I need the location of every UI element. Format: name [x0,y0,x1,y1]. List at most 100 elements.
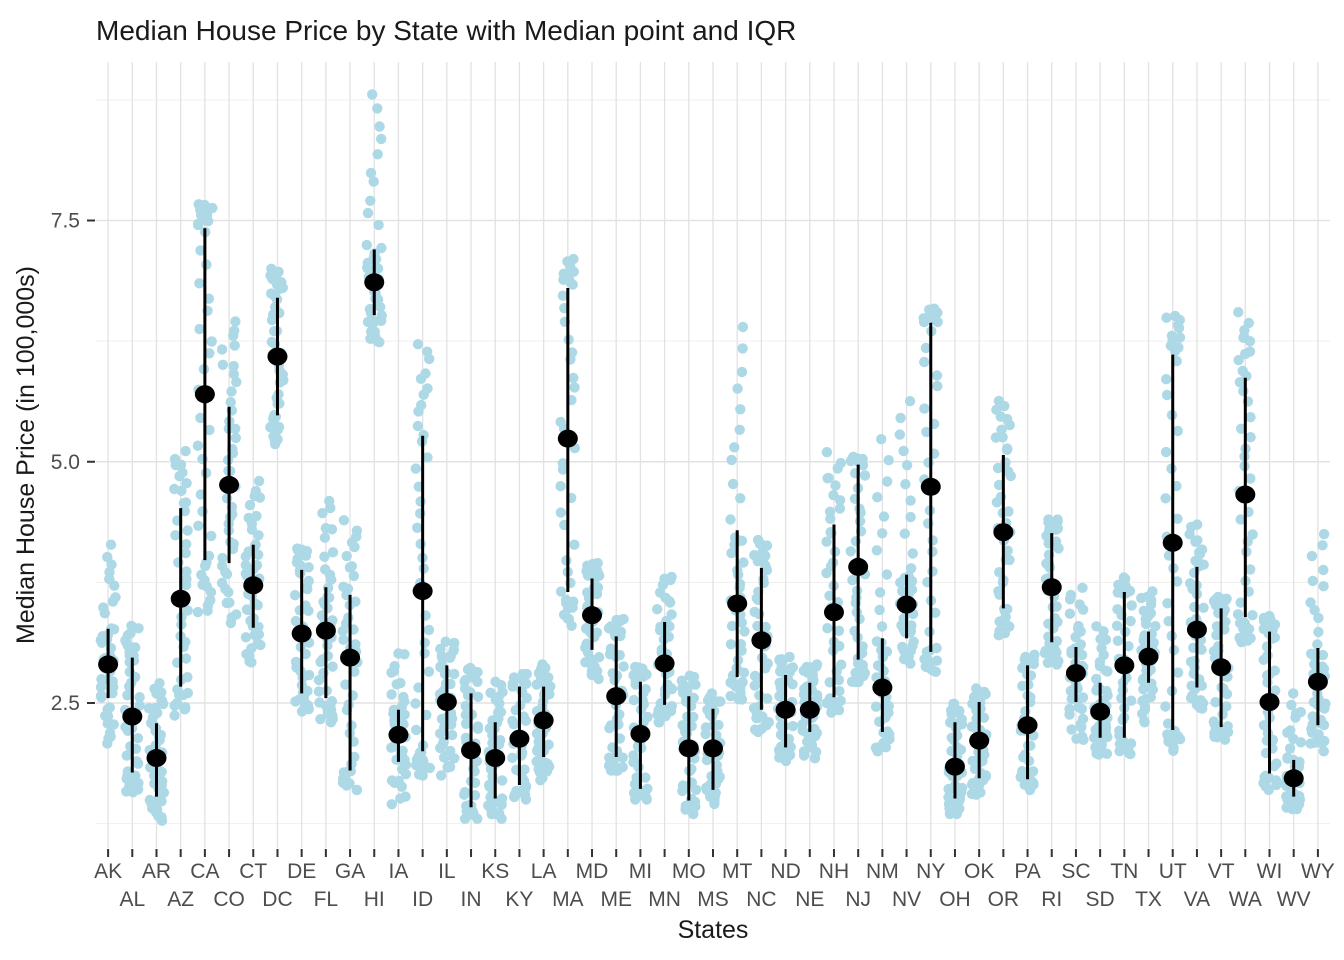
observation-point [1245,412,1256,423]
observation-point [540,757,551,769]
observation-point [1160,701,1171,712]
observation-point [737,321,749,333]
observation-point [194,323,205,335]
observation-point [966,779,978,790]
observation-point [327,547,339,558]
state-points-SC [1064,582,1089,745]
observation-point [495,706,507,718]
observation-point [204,348,215,359]
observation-point [1126,600,1137,611]
observation-point [1221,701,1232,712]
observation-point [338,581,349,592]
observation-point [313,686,325,697]
observation-point [1286,699,1297,711]
observation-point [822,623,833,634]
observation-point [171,697,183,709]
observation-point [415,538,426,550]
observation-point [920,342,932,354]
observation-point [748,703,760,714]
observation-point [878,511,890,522]
observation-point [931,655,943,666]
observation-point [883,455,894,466]
observation-point [918,313,929,324]
observation-point [95,682,107,693]
observation-point [725,690,736,702]
observation-point [102,703,113,715]
observation-point [760,621,771,633]
observation-point [440,636,451,647]
observation-point [802,736,813,747]
observation-point [834,503,846,514]
observation-point [192,440,204,451]
observation-point [544,689,555,700]
observation-point [412,420,424,432]
observation-point [872,492,883,503]
observation-point [182,687,193,699]
observation-point [365,195,376,206]
observation-point [289,590,301,601]
observation-point [568,372,579,384]
observation-point [449,668,460,680]
observation-point [327,661,338,672]
observation-point [971,683,982,694]
observation-point [1318,528,1330,540]
observation-point [315,714,326,725]
observation-point [507,715,518,727]
observation-point [1198,602,1209,613]
observation-point [250,540,261,551]
observation-point [901,460,913,471]
median-point-WI [1259,693,1280,712]
observation-point [96,690,107,701]
x-tick-label-FL: FL [314,888,339,911]
observation-point [241,604,253,615]
observation-point [775,729,787,740]
observation-point [1076,731,1088,742]
state-points-OH [943,698,968,820]
observation-point [1309,605,1320,616]
observation-point [1162,718,1174,729]
observation-point [180,702,191,713]
median-point-TX [1138,647,1159,666]
observation-point [931,642,942,654]
observation-point [1317,540,1328,551]
observation-point [367,89,378,100]
observation-point [146,798,157,809]
observation-point [217,359,229,370]
observation-point [449,637,460,649]
observation-point [291,557,303,568]
median-point-ID [412,582,433,601]
observation-point [531,728,543,739]
observation-point [180,445,191,457]
observation-point [131,756,142,767]
observation-point [932,380,943,392]
observation-point [374,121,385,132]
observation-point [314,697,325,708]
observation-point [726,454,737,466]
observation-point [179,505,190,517]
y-tick-label: 7.5 [51,210,80,233]
observation-point [181,539,192,550]
median-point-NJ [848,557,869,576]
observation-point [1270,685,1281,696]
observation-point [1102,666,1113,677]
observation-point [269,435,280,446]
observation-point [320,523,331,534]
observation-point [1317,661,1328,672]
median-point-NE [799,700,820,719]
x-tick-label-WI: WI [1257,860,1283,883]
observation-point [1236,423,1247,434]
x-tick-label-ME: ME [600,888,632,911]
observation-point [397,745,408,756]
observation-point [1244,346,1256,357]
observation-point [1166,330,1178,341]
observation-point [195,412,206,424]
observation-point [1247,529,1258,540]
observation-point [555,416,566,428]
observation-point [737,676,748,688]
observation-point [1051,636,1063,647]
median-point-MS [703,739,723,758]
median-point-OH [944,757,965,776]
observation-point [1172,425,1183,437]
observation-point [231,609,242,620]
observation-point [519,783,530,794]
